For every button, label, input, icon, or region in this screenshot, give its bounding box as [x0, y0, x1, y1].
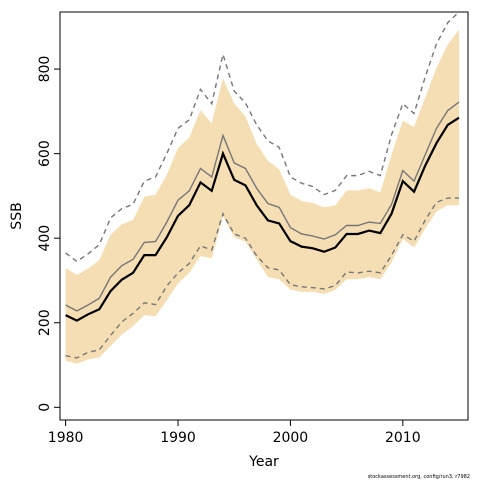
y-axis-label: SSB	[9, 202, 25, 229]
source-footnote: stockassessment.org, config/run3, r7982	[368, 474, 470, 480]
y-tick-label: 800	[37, 56, 53, 83]
x-tick-label: 1980	[48, 430, 84, 446]
y-tick-label: 200	[37, 309, 53, 336]
ssb-estimate-line	[65, 116, 460, 322]
y-tick-label: 600	[37, 140, 53, 167]
secondary-lower-ci-line	[65, 197, 460, 359]
x-tick-label: 1990	[160, 430, 196, 446]
y-tick-label: 400	[37, 225, 53, 252]
plot-area	[65, 12, 460, 364]
x-axis-label: Year	[248, 454, 279, 470]
y-tick-label: 0	[37, 403, 53, 412]
secondary-estimate-line	[65, 101, 460, 312]
axes: 1980 1990 2000 2010 0 200 400 600 800	[37, 56, 421, 446]
plot-frame	[59, 11, 469, 421]
series-group	[65, 12, 460, 364]
x-tick-label: 2000	[273, 430, 309, 446]
x-tick-label: 2010	[385, 430, 421, 446]
